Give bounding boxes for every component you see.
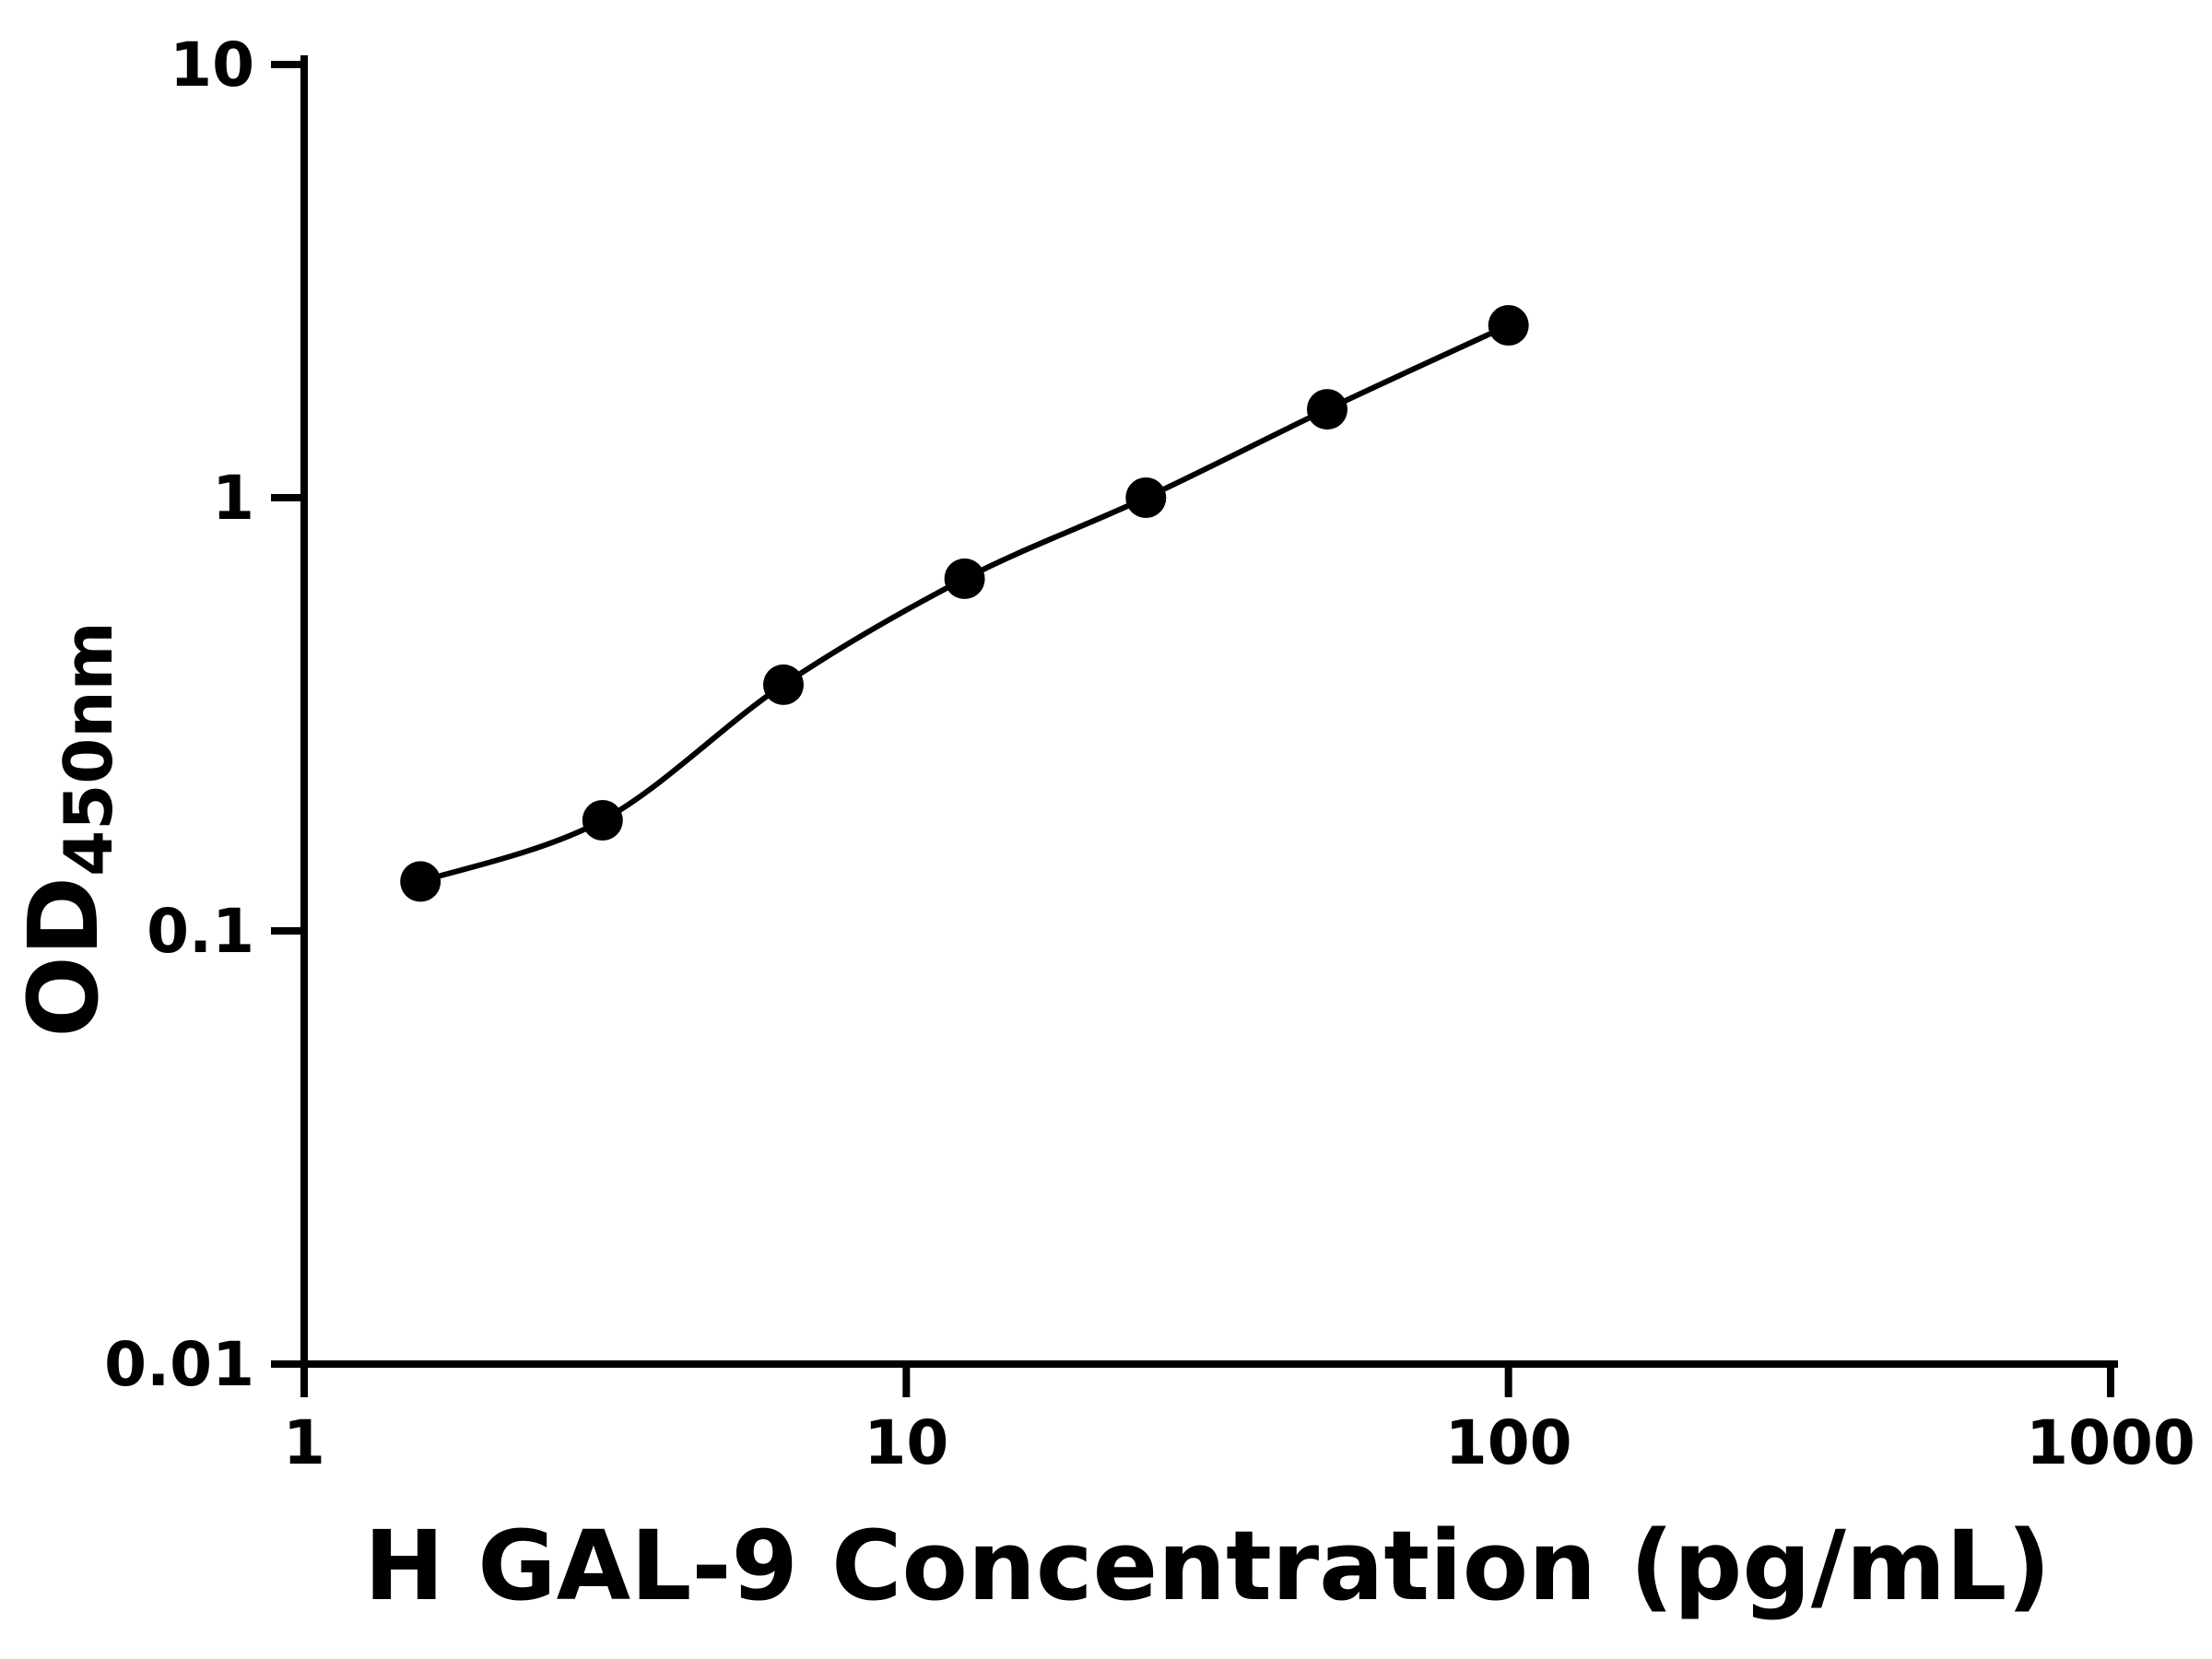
data-point — [582, 800, 623, 841]
y-tick-label: 10 — [170, 29, 254, 100]
x-tick-label: 100 — [1445, 1407, 1572, 1478]
x-tick-label: 1 — [283, 1407, 325, 1478]
data-point — [1125, 477, 1167, 518]
x-tick-label: 10 — [864, 1407, 948, 1478]
data-point — [763, 664, 804, 705]
y-tick-label: 1 — [212, 463, 254, 534]
x-tick-label: 1000 — [2026, 1407, 2195, 1478]
x-axis-title: H GAL-9 Concentration (pg/mL) — [364, 1510, 2051, 1622]
points-group — [400, 305, 1529, 902]
data-point — [400, 861, 441, 902]
data-point — [944, 558, 985, 599]
y-axis-title-sub: 450nm — [50, 621, 127, 877]
y-tick-label: 0.01 — [104, 1329, 254, 1400]
y-axis-title-main: OD — [7, 877, 120, 1038]
y-axis-title: OD450nm — [7, 621, 127, 1037]
data-point — [1307, 389, 1347, 430]
y-tick-label: 0.1 — [147, 896, 254, 967]
data-point — [1488, 305, 1529, 346]
axes-group — [300, 55, 2118, 1368]
ticks-group: 1 10 100 1000 10 1 0.1 0.01 — [104, 29, 2195, 1478]
